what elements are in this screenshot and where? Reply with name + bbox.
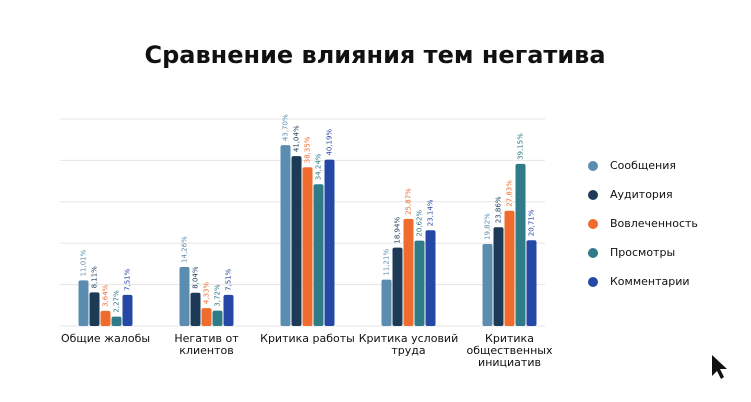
value-label: 25,87% [405,188,413,215]
legend-label: Сообщения [610,159,676,172]
x-tick-label: Общие жалобы [60,332,151,345]
value-label: 8,11% [91,266,99,289]
bar [425,230,436,326]
x-tick-label: Критика работы [260,332,355,345]
bar [493,227,504,326]
bar [313,184,324,326]
value-label: 8,04% [192,266,200,289]
legend-marker [588,277,598,287]
value-label: 3,72% [214,284,222,307]
value-label: 3,64% [102,284,110,307]
value-label: 4,33% [203,281,211,304]
x-tick-label: Критика условий труда [358,332,459,357]
value-label: 11,21% [383,249,391,276]
value-label: 43,70% [282,114,290,141]
value-label: 19,82% [484,213,492,240]
bar [504,210,515,326]
x-tick-label: Негатив от клиентов [174,332,239,357]
value-label: 14,26% [181,236,189,263]
value-label: 7,51% [225,268,233,291]
bar [223,294,234,326]
bar [89,292,100,326]
bar [403,218,414,326]
legend-marker [588,161,598,171]
legend-marker [588,248,598,258]
bar [482,243,493,326]
bar [414,240,425,326]
legend-label: Комментарии [610,275,690,288]
bar [201,308,212,326]
legend-marker [588,219,598,229]
bar [78,280,89,326]
cursor-icon [712,355,727,379]
legend-label: Аудитория [610,188,673,201]
bar [381,279,392,326]
bar [515,163,526,326]
bar [291,156,302,326]
legend-marker [588,190,598,200]
value-label: 23,14% [427,199,435,226]
value-label: 23,86% [495,196,503,223]
legend-label: Вовлеченность [610,217,698,230]
value-label: 20,62% [416,210,424,237]
value-label: 7,51% [124,268,132,291]
value-label: 18,94% [394,217,402,244]
bar [190,292,201,326]
bar [122,294,133,326]
value-label: 40,19% [326,129,334,156]
value-label: 41,04% [293,125,301,152]
bar [179,266,190,326]
x-tick-label: Критика общественных инициатив [466,332,553,369]
value-label: 27,83% [506,180,514,207]
value-label: 34,24% [315,153,323,180]
bar [324,159,335,326]
bar [100,310,111,326]
bar [302,167,313,326]
legend-label: Просмотры [610,246,675,259]
chart-title: Сравнение влияния тем негатива [144,41,605,69]
value-label: 38,35% [304,136,312,163]
bar [212,310,223,326]
value-label: 20,71% [528,209,536,236]
value-label: 11,01% [80,249,88,276]
bar [526,240,537,326]
value-label: 2,27% [113,290,121,313]
value-label: 39,15% [517,133,525,160]
bar [280,145,291,326]
bar [392,247,403,326]
bar [111,316,122,326]
